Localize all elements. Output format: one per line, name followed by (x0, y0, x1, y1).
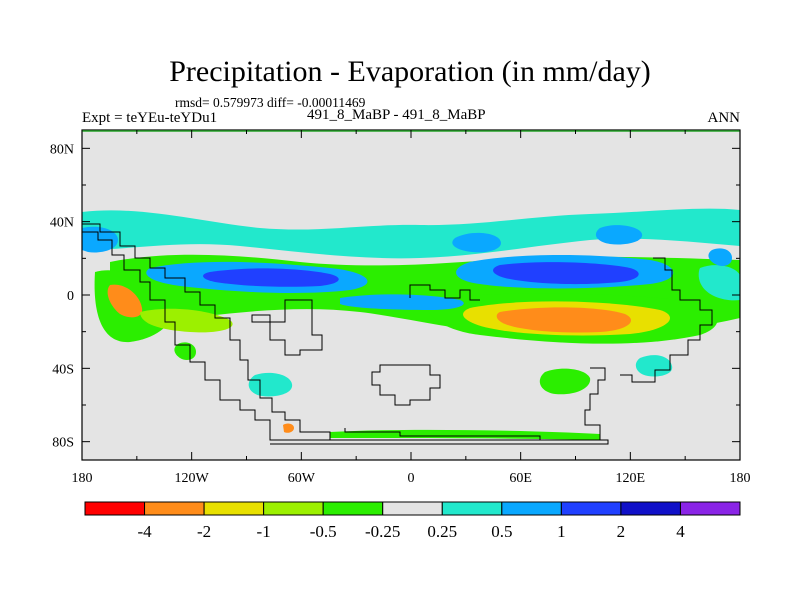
eurasia-coast (409, 284, 480, 301)
colorbar-swatch (203, 501, 265, 516)
y-axis-labels: 80N 40N 0 40S 80S (50, 142, 74, 450)
y-tick-label: 40N (50, 216, 74, 231)
colorbar-swatch (84, 501, 146, 516)
south-pacific-orange (107, 284, 143, 318)
experiment-label: Expt = teYEu-teYDu1 (82, 110, 218, 126)
colorbar-swatch (620, 501, 681, 516)
colorbar-label: 4 (676, 522, 685, 541)
x-tick-label: 120E (616, 471, 646, 486)
colorbar-label: -1 (257, 522, 271, 541)
colorbar-label: -0.5 (310, 522, 337, 541)
y-tick-label: 80N (50, 142, 74, 157)
x-tick-label: 120W (175, 471, 210, 486)
colorbar-swatch (679, 501, 741, 516)
north-subtropic-cyan-band (82, 208, 740, 259)
equator-blue-strip (340, 294, 464, 310)
south-pacific-green-dot (174, 342, 196, 360)
colorbar-swatch (382, 501, 443, 516)
americas-coast (82, 223, 331, 441)
colorbar-swatch (560, 501, 622, 516)
axis-ticks (81, 130, 741, 460)
x-tick-label: 0 (408, 471, 415, 486)
south-indian-orange-core (496, 307, 632, 333)
colorbar-label: 1 (557, 522, 566, 541)
season-label: ANN (707, 110, 741, 126)
colorbar-label: -4 (137, 522, 152, 541)
asia-east-coast (620, 257, 713, 383)
africa-coast (251, 299, 323, 356)
north-blue-blob-a (452, 232, 501, 253)
colorbar-label: 0.25 (427, 522, 457, 541)
x-tick-label: 60E (509, 471, 532, 486)
antarctica-coast (270, 439, 609, 445)
y-tick-label: 80S (52, 436, 74, 451)
case-label: 491_8_MaBP - 491_8_MaBP (307, 107, 486, 123)
x-tick-label: 180 (730, 471, 751, 486)
colorbar-swatch (322, 501, 384, 516)
antarctic-orange-dot (283, 423, 294, 433)
colorbar-labels: -4 -2 -1 -0.5 -0.25 0.25 0.5 1 2 4 (137, 522, 685, 541)
x-tick-label: 180 (72, 471, 93, 486)
colorbar-label: -2 (197, 522, 211, 541)
central-pacific-dark-blue (493, 262, 639, 285)
west-blue-band (203, 268, 339, 287)
east-edge-cyan (698, 265, 740, 301)
x-axis-labels: 180 120W 60W 0 60E 120E 180 (72, 471, 751, 486)
east-edge-blue-dot (708, 248, 732, 266)
colorbar-label: -0.25 (365, 522, 400, 541)
coastlines (82, 223, 713, 445)
x-tick-label: 60W (288, 471, 316, 486)
colorbar-label: 0.5 (491, 522, 512, 541)
colorbar-label: 2 (617, 522, 626, 541)
y-tick-label: 40S (52, 362, 74, 377)
colorbar-swatch (501, 501, 562, 516)
anomaly-field (82, 208, 740, 440)
south-atlantic-green (539, 368, 591, 395)
y-tick-label: 0 (67, 289, 74, 304)
colorbar (84, 501, 741, 516)
north-blue-blob-b (595, 225, 643, 245)
south-cyan-blob-b (635, 355, 673, 377)
colorbar-swatch (144, 501, 205, 516)
stats-line: rmsd= 0.579973 diff= -0.00011469 (175, 95, 366, 110)
colorbar-swatch (263, 501, 324, 516)
australia-coast (344, 367, 606, 441)
chart-title: Precipitation - Evaporation (in mm/day) (169, 55, 651, 88)
colorbar-swatch (441, 501, 503, 516)
island-outline (371, 364, 441, 406)
south-pacific-yellow-strip (140, 308, 233, 333)
